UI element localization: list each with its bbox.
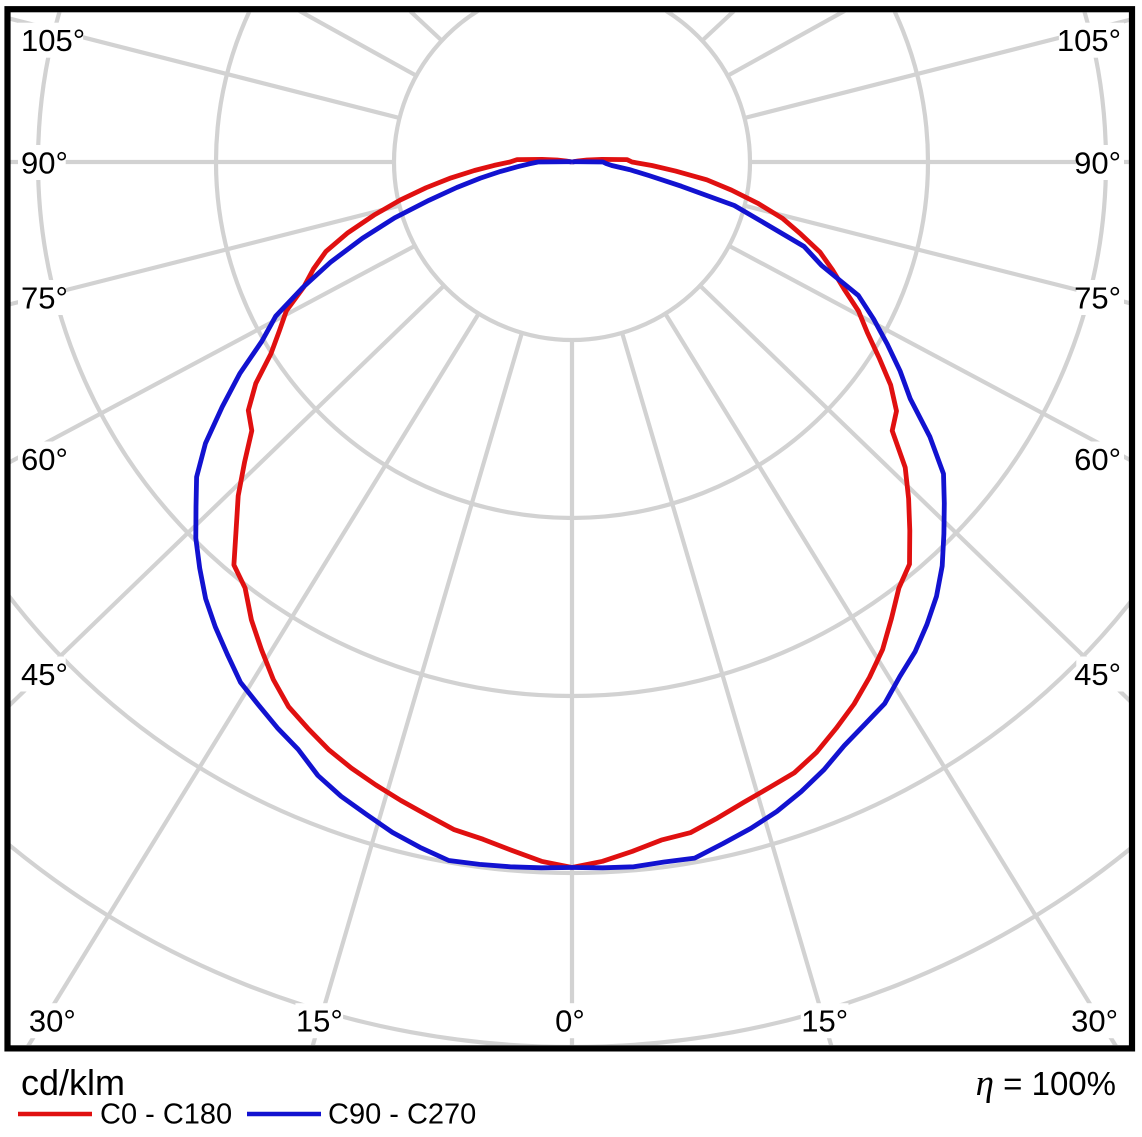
svg-text:75°: 75° xyxy=(1074,281,1121,316)
svg-text:90°: 90° xyxy=(21,146,68,181)
svg-text:C90 - C270: C90 - C270 xyxy=(328,1099,476,1131)
svg-text:15°: 15° xyxy=(296,1004,343,1039)
svg-text:η = 100%: η = 100% xyxy=(976,1063,1116,1104)
svg-text:75°: 75° xyxy=(21,281,68,316)
svg-text:45°: 45° xyxy=(1074,657,1121,692)
svg-text:C0 - C180: C0 - C180 xyxy=(100,1099,232,1131)
svg-text:105°: 105° xyxy=(1057,23,1121,58)
svg-text:45°: 45° xyxy=(21,657,68,692)
svg-text:30°: 30° xyxy=(29,1004,76,1039)
svg-text:15°: 15° xyxy=(801,1004,848,1039)
svg-text:105°: 105° xyxy=(21,23,85,58)
svg-text:60°: 60° xyxy=(21,442,68,477)
svg-text:cd/klm: cd/klm xyxy=(21,1062,125,1103)
svg-text:60°: 60° xyxy=(1074,442,1121,477)
svg-text:90°: 90° xyxy=(1074,146,1121,181)
svg-text:30°: 30° xyxy=(1071,1004,1118,1039)
svg-text:0°: 0° xyxy=(555,1004,585,1039)
